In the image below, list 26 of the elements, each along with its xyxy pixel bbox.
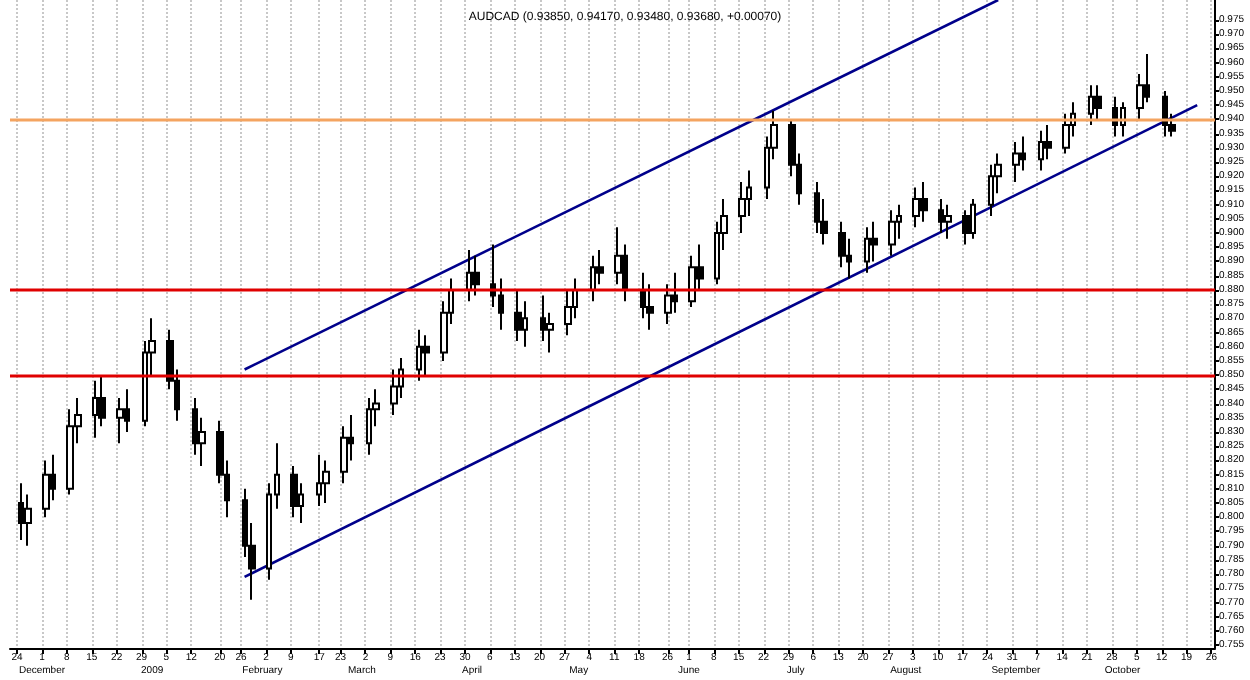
candlestick (422, 334, 430, 377)
candlestick (290, 465, 298, 519)
candlestick (522, 300, 528, 348)
candlestick (366, 396, 372, 456)
candlestick (1038, 129, 1044, 172)
candlestick (912, 186, 920, 229)
candlestick (466, 249, 472, 303)
candlestick (514, 288, 522, 343)
candlestick (472, 254, 480, 297)
candlestick (322, 459, 330, 505)
candlestick (416, 328, 422, 382)
candlestick (42, 459, 50, 519)
candlestick (18, 482, 24, 541)
candlestick (590, 254, 596, 303)
candlestick (864, 226, 870, 274)
candlestick (1012, 141, 1020, 183)
candlestick (316, 453, 322, 507)
candlestick (938, 197, 944, 235)
candlestick (116, 396, 124, 445)
candlestick (970, 197, 976, 240)
candlestick (92, 379, 98, 439)
candlestick (1094, 84, 1102, 121)
candlestick (944, 203, 952, 240)
candlestick (888, 209, 896, 257)
candlestick (1088, 84, 1094, 127)
candlestick (920, 180, 928, 223)
